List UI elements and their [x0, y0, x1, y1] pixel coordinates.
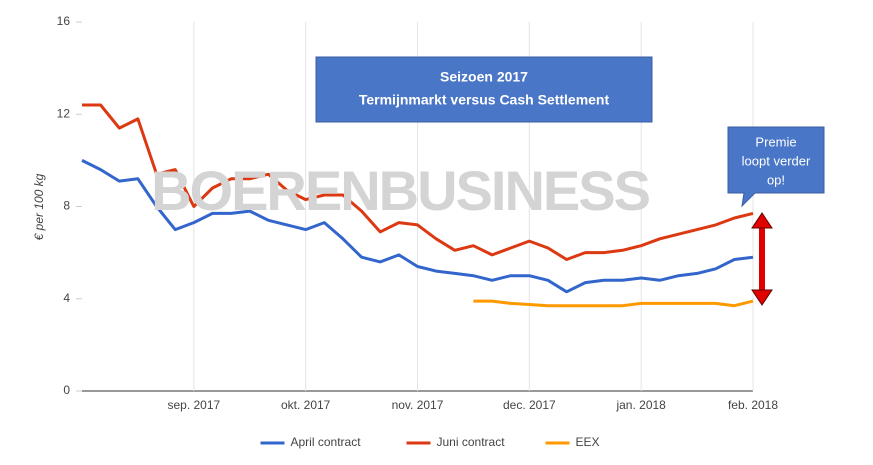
x-tick-label: dec. 2017: [503, 398, 556, 412]
x-tick-label: feb. 2018: [728, 398, 778, 412]
series-line: [82, 103, 754, 261]
x-tick-label: okt. 2017: [281, 398, 331, 412]
x-tick-label: nov. 2017: [392, 398, 444, 412]
title-line: Termijnmarkt versus Cash Settlement: [359, 92, 610, 108]
premium-arrow: [751, 212, 773, 306]
y-tick-label: 8: [63, 199, 70, 213]
plot: 0 4 8 12 16 sep. 2017 okt. 2017 nov. 2017 dec. 2…: [57, 14, 779, 449]
y-axis-label: € per 100 kg: [32, 173, 46, 240]
series-line: [81, 159, 754, 294]
x-tick-label: sep. 2017: [167, 398, 220, 412]
title-background: [315, 56, 653, 123]
legend-label: April contract: [291, 435, 362, 449]
y-tick-label: 16: [57, 14, 71, 28]
title-box: Seizoen 2017 Termijnmarkt versus Cash Se…: [315, 56, 653, 123]
series-line: [473, 299, 754, 308]
callout-line: op!: [767, 172, 785, 187]
y-tick-label: 4: [63, 291, 70, 305]
callout-line: loopt verder: [742, 153, 811, 168]
x-tick-label: jan. 2018: [615, 398, 666, 412]
callout: Premie loopt verder op!: [727, 126, 825, 208]
arrow-heads: [751, 212, 773, 306]
y-tick-label: 12: [57, 106, 71, 120]
legend-label: EEX: [576, 435, 600, 449]
callout-background: [727, 126, 825, 208]
y-tick-label: 0: [63, 383, 70, 397]
callout-line: Premie: [755, 134, 796, 149]
title-line: Seizoen 2017: [440, 69, 528, 85]
watermark: BOERENBUSINESS: [151, 159, 650, 222]
legend-label: Juni contract: [437, 435, 506, 449]
